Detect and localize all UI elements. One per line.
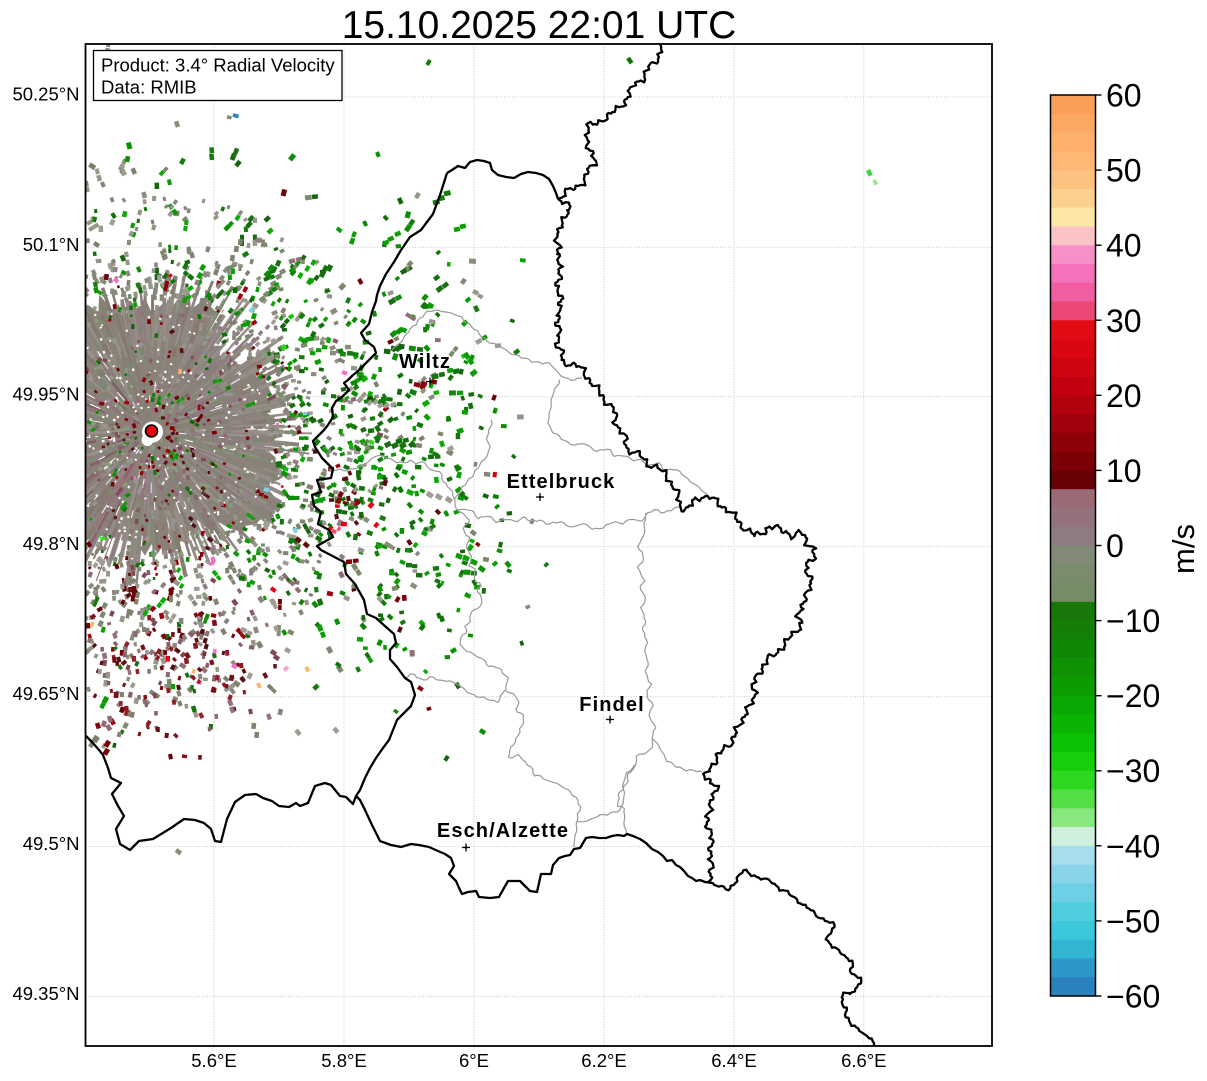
- svg-text:30: 30: [1106, 303, 1142, 339]
- svg-text:10: 10: [1106, 453, 1142, 489]
- svg-text:Data: RMIB: Data: RMIB: [101, 77, 197, 98]
- svg-text:−60: −60: [1106, 979, 1160, 1015]
- svg-text:m/s: m/s: [1166, 524, 1201, 574]
- svg-text:−50: −50: [1106, 903, 1160, 939]
- svg-text:50: 50: [1106, 153, 1142, 189]
- svg-text:−30: −30: [1106, 753, 1160, 789]
- svg-text:40: 40: [1106, 228, 1142, 264]
- svg-text:Ettelbruck: Ettelbruck: [507, 471, 616, 493]
- svg-text:5.6°E: 5.6°E: [191, 1050, 236, 1071]
- svg-text:49.65°N: 49.65°N: [12, 683, 79, 704]
- svg-text:Wiltz: Wiltz: [399, 351, 451, 373]
- svg-text:49.8°N: 49.8°N: [23, 533, 80, 554]
- svg-text:5.8°E: 5.8°E: [321, 1050, 366, 1071]
- svg-text:Product: 3.4° Radial Velocity: Product: 3.4° Radial Velocity: [101, 55, 335, 76]
- svg-text:Findel: Findel: [579, 694, 645, 716]
- svg-text:20: 20: [1106, 378, 1142, 414]
- svg-text:49.5°N: 49.5°N: [23, 833, 80, 854]
- svg-text:0: 0: [1106, 528, 1124, 564]
- svg-text:Esch/Alzette: Esch/Alzette: [437, 820, 569, 842]
- svg-text:49.35°N: 49.35°N: [12, 983, 79, 1004]
- svg-text:−10: −10: [1106, 603, 1160, 639]
- svg-text:−20: −20: [1106, 678, 1160, 714]
- svg-text:6.4°E: 6.4°E: [711, 1050, 756, 1071]
- svg-text:50.1°N: 50.1°N: [23, 234, 80, 255]
- svg-text:49.95°N: 49.95°N: [12, 383, 79, 404]
- svg-text:6°E: 6°E: [459, 1050, 489, 1071]
- svg-text:60: 60: [1106, 78, 1142, 114]
- svg-text:15.10.2025 22:01 UTC: 15.10.2025 22:01 UTC: [342, 4, 737, 47]
- svg-text:−40: −40: [1106, 828, 1160, 864]
- svg-text:50.25°N: 50.25°N: [12, 84, 79, 105]
- svg-text:6.2°E: 6.2°E: [581, 1050, 626, 1071]
- svg-text:6.6°E: 6.6°E: [841, 1050, 886, 1071]
